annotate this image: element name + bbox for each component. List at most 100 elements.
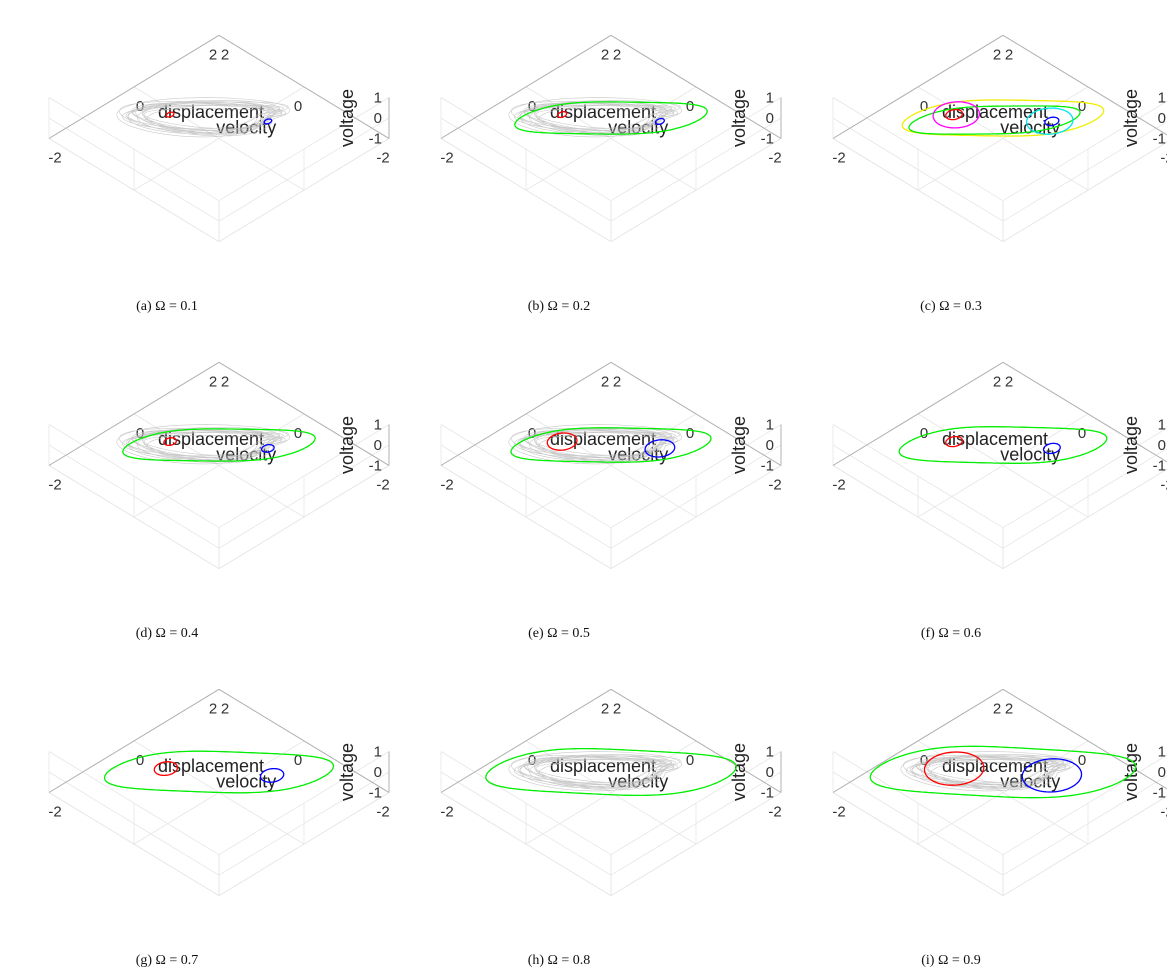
velocity-axis-line bbox=[48, 34, 220, 139]
grid-line bbox=[917, 413, 1089, 518]
grid-line bbox=[610, 771, 782, 876]
velocity-tick-label: 2 bbox=[613, 700, 621, 717]
periodic-orbit-curve bbox=[557, 111, 568, 119]
grid-line bbox=[218, 771, 390, 876]
velocity-tick-label: -2 bbox=[832, 477, 845, 494]
tick-labels: -2 0 2 -2 0 2 -1 0 1 bbox=[48, 373, 389, 493]
periodic-orbit-curve bbox=[1025, 107, 1074, 135]
displacement-tick-label: 2 bbox=[601, 700, 609, 717]
periodic-orbit-curve bbox=[1042, 442, 1061, 455]
velocity-tick-label: 2 bbox=[613, 46, 621, 63]
grid-line bbox=[48, 771, 220, 876]
velocity-tick-label: -2 bbox=[48, 477, 61, 494]
voltage-tick-label: 1 bbox=[1158, 417, 1166, 434]
displacement-tick-label: 2 bbox=[601, 46, 609, 63]
chaotic-trajectory bbox=[508, 751, 683, 792]
displacement-tick-label: 2 bbox=[601, 373, 609, 390]
panel-caption: (g) Ω = 0.7 bbox=[135, 953, 199, 968]
grid-line bbox=[48, 138, 220, 243]
tick-labels: -2 0 2 -2 0 2 -1 0 1 bbox=[832, 373, 1167, 493]
subplot-panel: -202-202-101displacementvelocityvoltage(… bbox=[786, 0, 1167, 325]
voltage-axis-label: voltage bbox=[337, 743, 357, 801]
grid-line bbox=[218, 751, 390, 856]
voltage-tick-label: 0 bbox=[1158, 110, 1166, 127]
periodic-orbit-curve bbox=[945, 108, 964, 121]
tick-labels: -2 0 2 -2 0 2 -1 0 1 bbox=[440, 700, 781, 820]
velocity-axis-line bbox=[832, 688, 1004, 793]
velocity-tick-label: 0 bbox=[920, 425, 928, 442]
plot-area bbox=[103, 750, 335, 794]
grid-line bbox=[832, 792, 1004, 897]
displacement-tick-label: 0 bbox=[294, 752, 302, 769]
displacement-axis-label: displacement bbox=[158, 756, 264, 776]
periodic-orbit-curve bbox=[260, 443, 275, 453]
grid-line bbox=[832, 117, 1004, 222]
tick-labels: -2 0 2 -2 0 2 -1 0 1 bbox=[832, 46, 1167, 166]
displacement-tick-label: -2 bbox=[376, 477, 389, 494]
grid-line bbox=[440, 792, 612, 897]
grid-line bbox=[48, 792, 220, 897]
plot-area bbox=[508, 424, 712, 465]
displacement-axis-line bbox=[1002, 361, 1167, 463]
voltage-tick-label: 1 bbox=[766, 417, 774, 434]
periodic-orbit-curve bbox=[263, 118, 273, 125]
chaotic-trajectory bbox=[900, 751, 1075, 792]
displacement-tick-label: 0 bbox=[1078, 98, 1086, 115]
voltage-axis-label: voltage bbox=[729, 89, 749, 147]
chaotic-trajectory bbox=[508, 424, 683, 465]
voltage-tick-label: 0 bbox=[766, 764, 774, 781]
displacement-tick-label: 0 bbox=[294, 425, 302, 442]
voltage-tick-label: 1 bbox=[766, 90, 774, 107]
voltage-axis-label: voltage bbox=[1121, 743, 1141, 801]
displacement-axis-line bbox=[218, 34, 390, 139]
voltage-axis-label: voltage bbox=[337, 89, 357, 147]
velocity-tick-label: -2 bbox=[440, 150, 453, 167]
panel-caption: (d) Ω = 0.4 bbox=[135, 626, 199, 641]
grid-line bbox=[610, 117, 782, 222]
plot-area bbox=[869, 745, 1137, 799]
displacement-axis-line bbox=[218, 361, 390, 466]
voltage-tick-label: 0 bbox=[766, 437, 774, 454]
voltage-tick-label: -1 bbox=[761, 458, 774, 475]
displacement-tick-label: -2 bbox=[376, 150, 389, 167]
axes-box bbox=[832, 34, 1167, 243]
voltage-tick-label: -1 bbox=[1153, 785, 1166, 802]
plot-area bbox=[901, 99, 1105, 137]
periodic-orbit-curve bbox=[1044, 116, 1060, 127]
velocity-tick-label: -2 bbox=[832, 804, 845, 821]
voltage-tick-label: -1 bbox=[1153, 458, 1166, 475]
velocity-tick-label: -2 bbox=[832, 150, 845, 167]
voltage-tick-label: -1 bbox=[761, 131, 774, 148]
grid-line bbox=[610, 751, 782, 856]
velocity-tick-label: 0 bbox=[528, 752, 536, 769]
grid-line bbox=[1002, 427, 1167, 529]
displacement-tick-label: 2 bbox=[209, 373, 217, 390]
periodic-orbit-curve bbox=[644, 439, 676, 458]
displacement-tick-label: -2 bbox=[1160, 804, 1167, 821]
velocity-tick-label: 2 bbox=[221, 373, 229, 390]
grid-line bbox=[832, 465, 1004, 570]
grid-line bbox=[1002, 141, 1167, 243]
voltage-axis-label: voltage bbox=[729, 416, 749, 474]
grid-line bbox=[440, 97, 612, 202]
displacement-tick-label: 2 bbox=[993, 373, 1001, 390]
velocity-axis-line bbox=[832, 361, 1004, 466]
plot-area bbox=[898, 426, 1108, 464]
displacement-tick-label: -2 bbox=[376, 804, 389, 821]
axes-box bbox=[48, 361, 390, 570]
voltage-tick-label: 0 bbox=[766, 110, 774, 127]
velocity-tick-label: -2 bbox=[48, 150, 61, 167]
grid-line bbox=[1002, 795, 1167, 897]
displacement-axis-line bbox=[610, 34, 782, 139]
periodic-orbit-curve bbox=[103, 750, 335, 794]
periodic-orbit-curve bbox=[869, 745, 1137, 799]
grid-line bbox=[48, 424, 220, 529]
velocity-axis-label: velocity bbox=[1000, 445, 1060, 465]
velocity-axis-line bbox=[440, 34, 612, 139]
displacement-tick-label: -2 bbox=[1160, 477, 1167, 494]
